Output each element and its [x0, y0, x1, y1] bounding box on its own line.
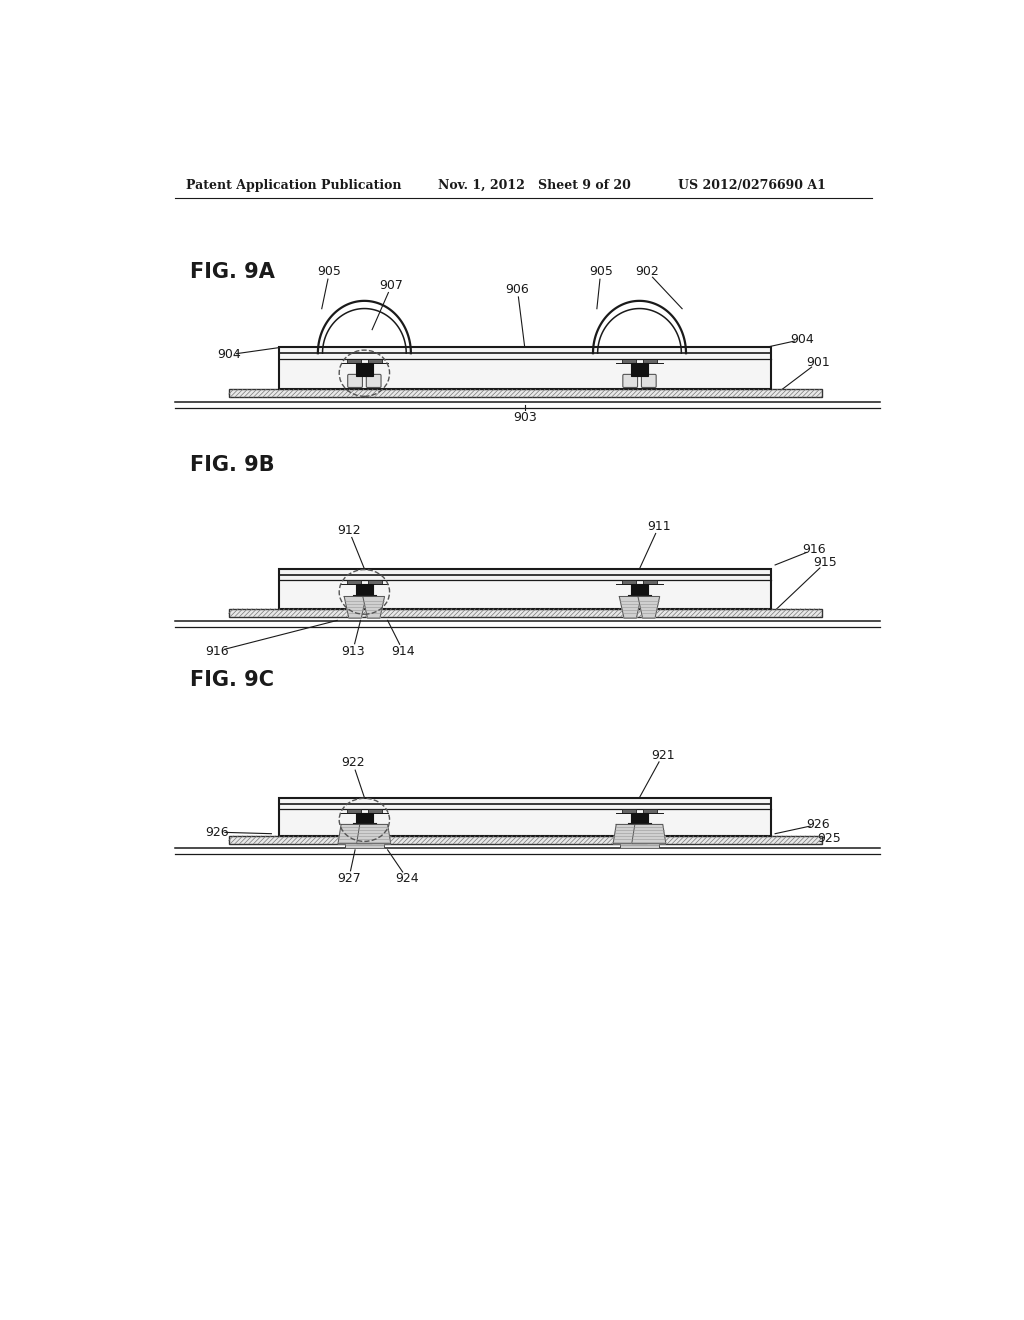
Text: 925: 925 — [817, 832, 842, 845]
Text: 926: 926 — [206, 825, 229, 838]
Bar — [228, 609, 821, 616]
Text: 924: 924 — [395, 871, 419, 884]
Text: 912: 912 — [337, 524, 360, 537]
Text: FIG. 9C: FIG. 9C — [190, 671, 274, 690]
Text: 922: 922 — [341, 756, 365, 770]
Bar — [631, 363, 648, 376]
Bar — [622, 359, 636, 363]
Text: 901: 901 — [806, 356, 829, 370]
Text: 913: 913 — [341, 644, 365, 657]
Polygon shape — [344, 597, 366, 618]
Text: 916: 916 — [206, 644, 229, 657]
Bar — [621, 842, 658, 849]
Bar — [346, 359, 360, 363]
Bar — [280, 797, 771, 836]
Text: FIG. 9A: FIG. 9A — [190, 263, 274, 282]
Text: 905: 905 — [317, 265, 341, 279]
Text: 904: 904 — [217, 348, 241, 362]
Bar — [631, 813, 648, 822]
Text: 902: 902 — [635, 265, 659, 279]
Bar — [369, 809, 382, 813]
FancyBboxPatch shape — [348, 375, 362, 388]
Bar — [622, 809, 636, 813]
Polygon shape — [362, 597, 385, 618]
Polygon shape — [620, 597, 641, 618]
Bar — [345, 842, 384, 849]
Text: 911: 911 — [647, 520, 671, 533]
Bar — [643, 359, 657, 363]
Text: 916: 916 — [802, 543, 825, 556]
Polygon shape — [613, 825, 647, 843]
Polygon shape — [632, 825, 666, 843]
Bar — [369, 581, 382, 585]
Polygon shape — [638, 597, 659, 618]
Bar — [356, 813, 373, 822]
FancyBboxPatch shape — [623, 375, 638, 388]
Text: 906: 906 — [506, 282, 529, 296]
Text: 926: 926 — [806, 818, 829, 832]
FancyBboxPatch shape — [641, 375, 656, 388]
Bar — [369, 359, 382, 363]
Bar — [228, 389, 821, 397]
Text: Nov. 1, 2012   Sheet 9 of 20: Nov. 1, 2012 Sheet 9 of 20 — [438, 178, 631, 191]
Polygon shape — [338, 825, 372, 843]
Bar — [356, 585, 373, 595]
Bar — [643, 581, 657, 585]
Bar — [643, 809, 657, 813]
Bar — [356, 363, 373, 376]
Text: 904: 904 — [791, 333, 814, 346]
Text: FIG. 9B: FIG. 9B — [190, 455, 274, 475]
Bar — [228, 836, 821, 843]
Bar — [631, 585, 648, 595]
Text: 907: 907 — [380, 279, 403, 292]
Polygon shape — [356, 825, 391, 843]
FancyBboxPatch shape — [367, 375, 381, 388]
Text: 921: 921 — [651, 748, 675, 762]
Text: Patent Application Publication: Patent Application Publication — [186, 178, 401, 191]
Bar — [280, 347, 771, 389]
Text: 903: 903 — [513, 412, 537, 425]
Text: 914: 914 — [391, 644, 415, 657]
Bar — [346, 809, 360, 813]
Text: US 2012/0276690 A1: US 2012/0276690 A1 — [678, 178, 826, 191]
Bar — [346, 581, 360, 585]
Bar — [622, 581, 636, 585]
Bar — [280, 569, 771, 609]
Text: 905: 905 — [589, 265, 612, 279]
Text: 915: 915 — [814, 556, 838, 569]
Text: 927: 927 — [337, 871, 360, 884]
